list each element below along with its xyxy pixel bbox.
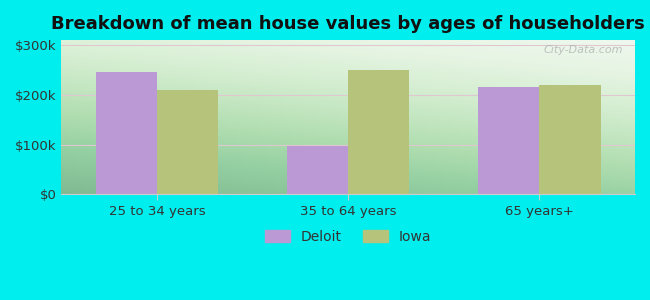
Text: City-Data.com: City-Data.com <box>544 45 623 55</box>
Title: Breakdown of mean house values by ages of householders: Breakdown of mean house values by ages o… <box>51 15 645 33</box>
Bar <box>287 146 348 194</box>
Bar <box>540 85 601 194</box>
Bar <box>96 72 157 194</box>
Bar <box>478 87 540 194</box>
Legend: Deloit, Iowa: Deloit, Iowa <box>259 224 437 250</box>
Bar <box>348 70 410 194</box>
Bar <box>157 90 218 194</box>
